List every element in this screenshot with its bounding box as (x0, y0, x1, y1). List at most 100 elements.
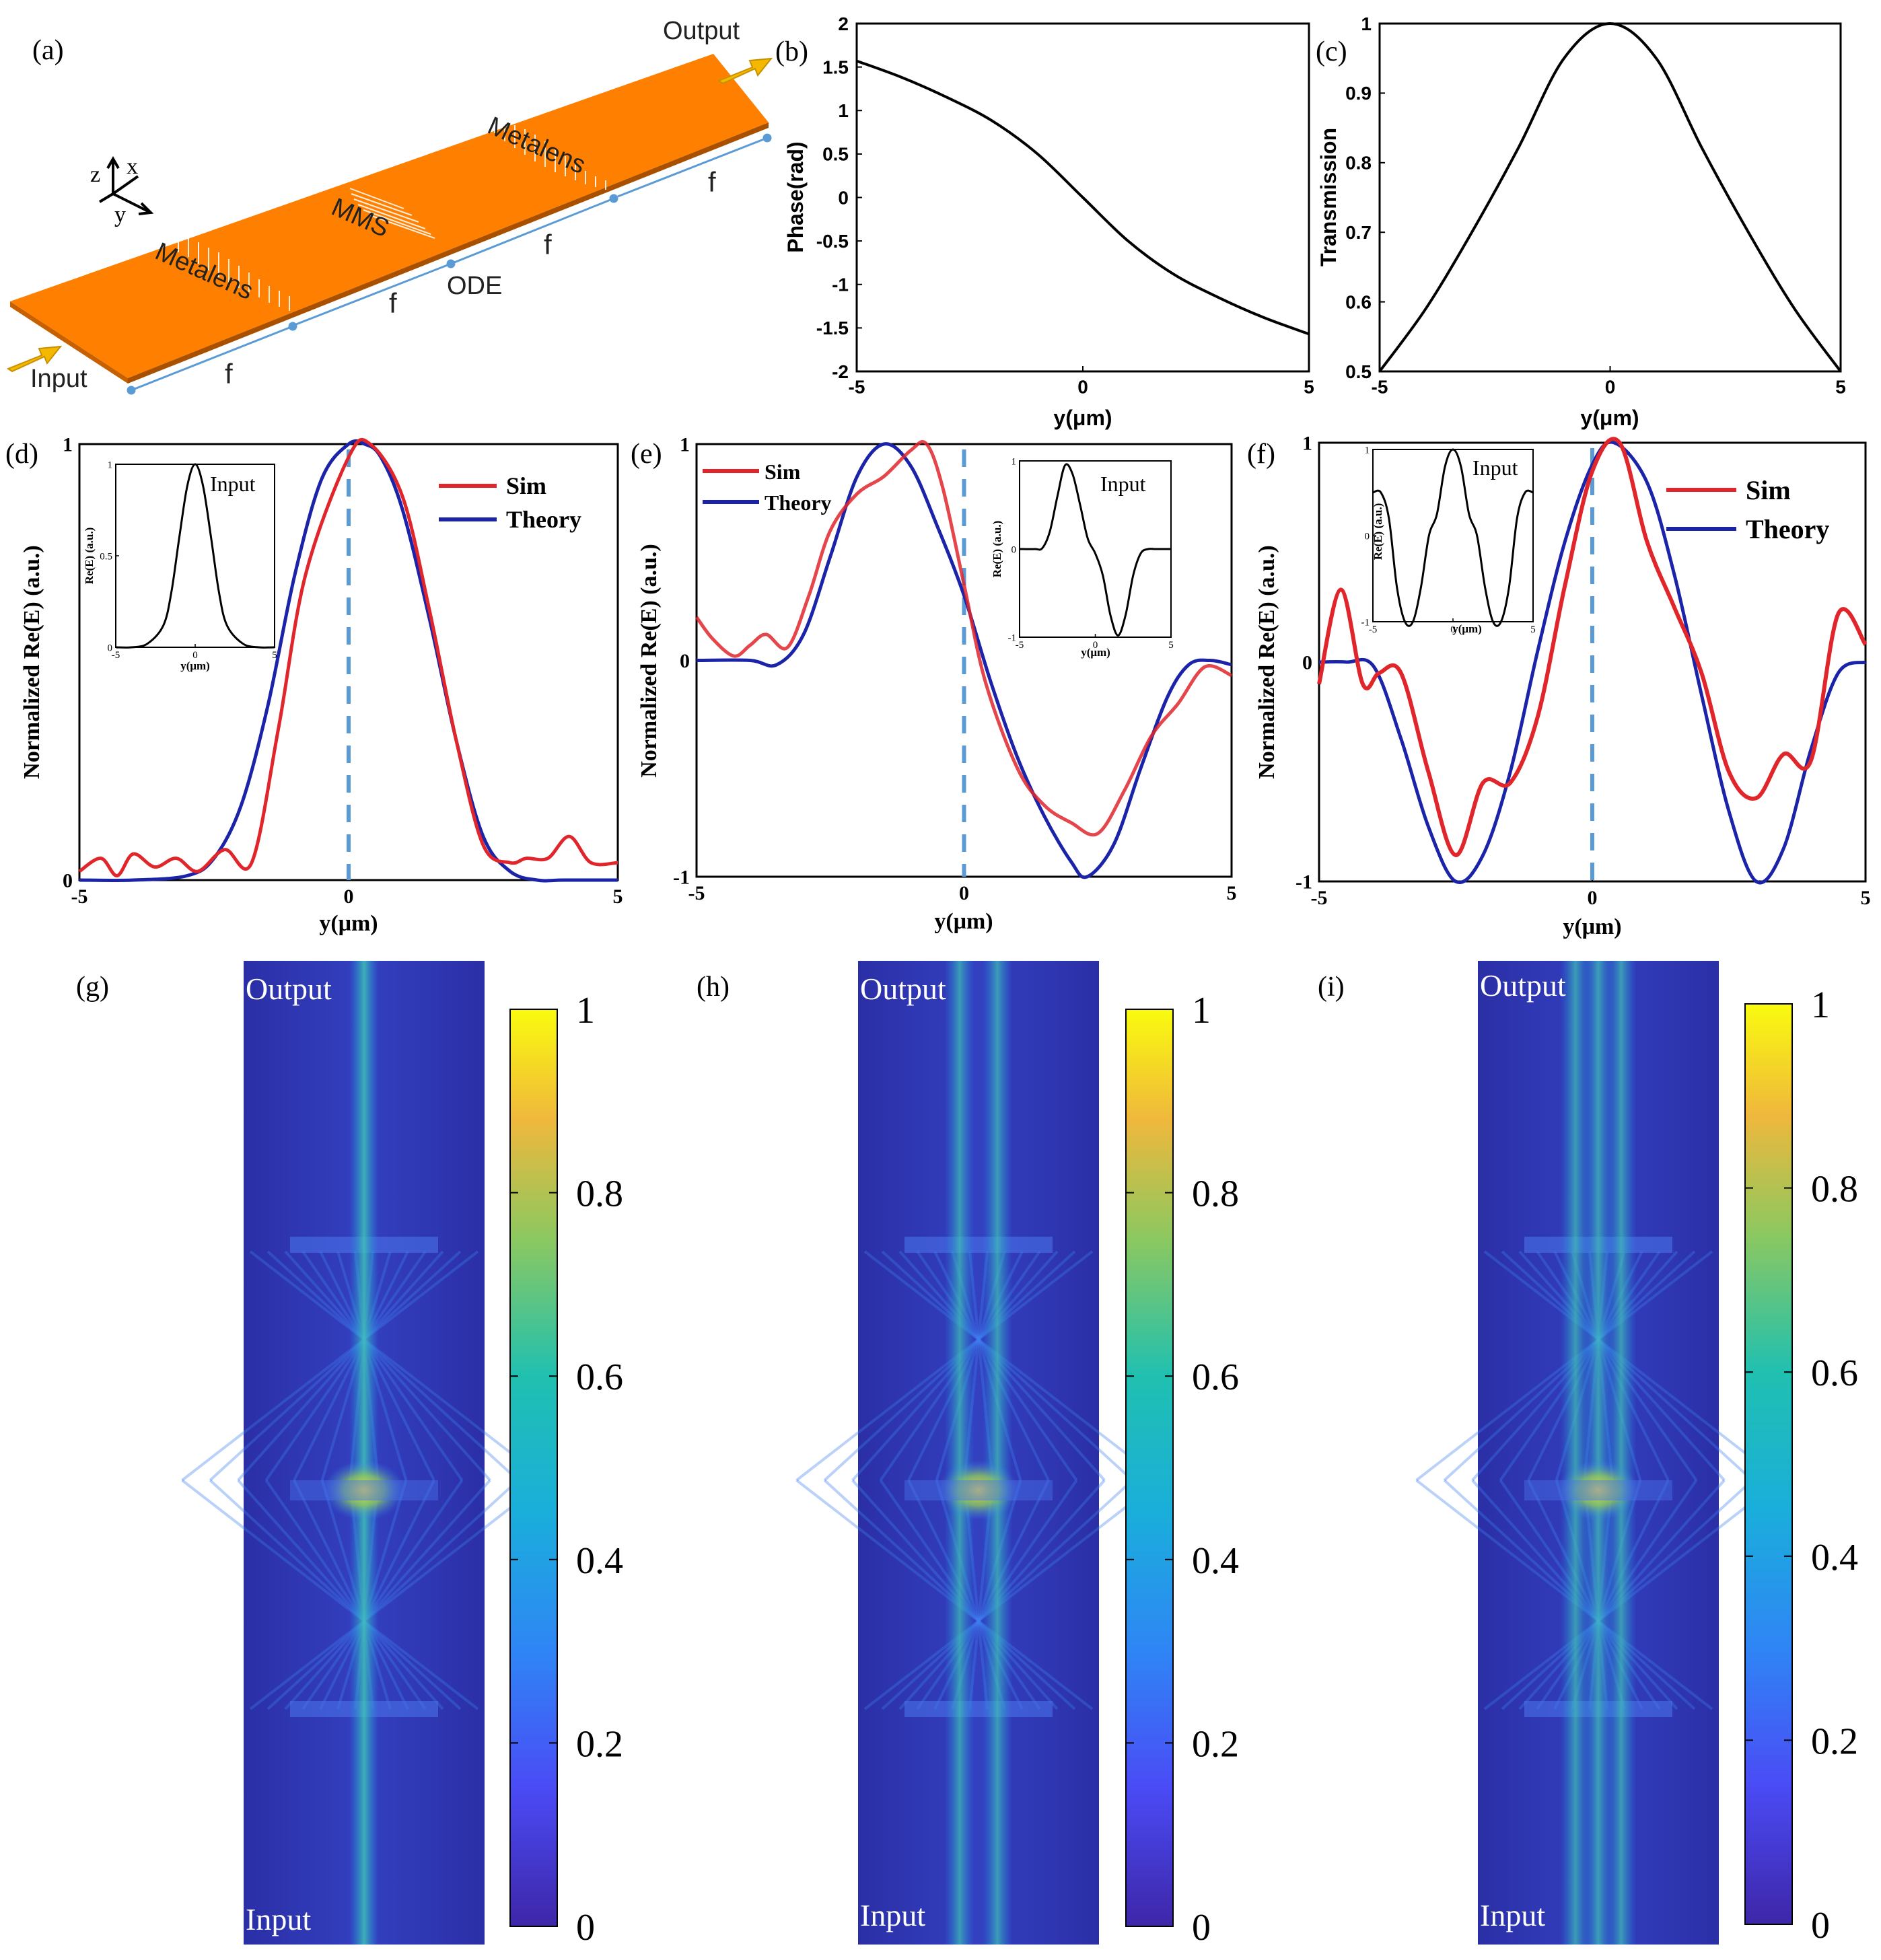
dimension-lines (127, 133, 772, 395)
chart-d-legend-sim: Sim (506, 472, 546, 499)
field-ray (249, 1479, 547, 1710)
chart-f: (f) 1 0 -1 -5 0 5 y(μm) Normalized Re(E) (a.… (1247, 433, 1871, 940)
chart-f-inset-x-tick-label: 0 (1450, 624, 1456, 635)
chart-f-legend-sim: Sim (1746, 475, 1791, 505)
chart-e-inset-y-ticks: 1 0 -1 (1008, 456, 1023, 643)
chart-c-y-tick-label: 1 (1361, 13, 1372, 34)
chart-d-inset-x-ticks: -5 0 5 (112, 644, 277, 661)
chart-e-panel-label: (e) (631, 439, 662, 470)
chart-e-inset-y-tick-label: 1 (1012, 456, 1017, 467)
chart-f-y-tick-label: 0 (1302, 652, 1312, 674)
chart-c-line (1378, 22, 1842, 373)
chart-d-y-ticks: 10 (63, 434, 86, 892)
chart-b-xlabel: y(μm) (1053, 406, 1112, 430)
chart-e-inset-x-tick-label: 0 (1093, 640, 1098, 651)
heatmap-h-field (858, 961, 1099, 1945)
chart-b-y-tick-label: 2 (838, 13, 849, 34)
chart-e-inset-x-tick-label: -5 (1016, 640, 1024, 651)
colorbar-tick-label: 0.4 (1811, 1537, 1858, 1578)
chart-f-inset-ylabel: Re(E) (a.u.) (1372, 503, 1384, 560)
chart-f-inset-y-tick-label: 0 (1365, 531, 1370, 542)
heatmap-h-beams (795, 961, 1162, 1945)
field-ray (795, 1250, 1094, 1482)
chart-f-inset-line (1372, 448, 1534, 627)
chart-d-inset-frame (115, 464, 275, 648)
chart-c-frame (1378, 22, 1842, 373)
chart-f-legend-theory: Theory (1746, 514, 1829, 544)
chart-f-inset-y-tick-label: 1 (1365, 445, 1370, 456)
mms-pattern (349, 188, 435, 239)
field-ray (249, 1250, 547, 1482)
field-beam (945, 961, 974, 1945)
chart-d-inset-y-tick-label: 1 (108, 460, 113, 470)
chart-c-y-ticks: 1 0.9 0.8 0.7 0.6 0.5 (1345, 13, 1385, 382)
chart-f-y-ticks: 1 0 -1 (1296, 433, 1326, 894)
heatmap-i-beams (1415, 961, 1781, 1945)
field-ray (284, 1250, 491, 1482)
field-ray (863, 1250, 1162, 1482)
heatmap-g-panel-label: (g) (76, 972, 109, 1003)
chart-c-ylabel: Transmission (1316, 128, 1341, 266)
chart-c-x-tick-label: 0 (1605, 376, 1616, 397)
chart-b-y-ticks: 2 1.5 1 0.5 0 -0.5 -1 -1.5 -2 (816, 13, 862, 382)
chart-f-x-ticks: -5 0 5 (1311, 875, 1871, 909)
field-hotspot (938, 1460, 1019, 1521)
chart-b-y-tick-label: 1.5 (822, 57, 849, 77)
chart-d-ylabel: Normalized Re(E) (a.u.) (20, 545, 44, 778)
chart-f-x-tick-label: -5 (1311, 887, 1328, 909)
chart-f-inset-xlabel: y(μm) (1452, 622, 1482, 635)
chart-d-inset-ylabel: Re(E) (a.u.) (83, 528, 96, 585)
heatmap-h-output-label: Output (860, 972, 946, 1006)
chart-b-x-tick-label: -5 (849, 376, 865, 397)
chart-e-inset-x-ticks: -5 0 5 (1016, 634, 1174, 651)
chart-d-inset-x-tick-label: -5 (112, 650, 120, 661)
chart-f-inset-y-tick-label: -1 (1361, 617, 1370, 628)
heatmap-g-colorbar (509, 1009, 558, 1927)
chart-c-y-tick-label: 0.7 (1345, 222, 1372, 243)
chart-d-y-tick-label: 1 (63, 434, 73, 456)
chart-e-inset-ylabel: Re(E) (a.u.) (991, 521, 1003, 578)
chart-e-inset-y-tick-label: 0 (1012, 544, 1017, 555)
chart-e-inset-line (1019, 463, 1171, 637)
chart-d-xlabel: y(μm) (319, 911, 378, 936)
metalens-1-pattern (178, 237, 290, 311)
axes-glyph-icon (98, 155, 154, 215)
chart-e-inset-label: Input (1100, 472, 1146, 496)
chart-d-inset-line (115, 463, 275, 649)
chart-c-y-tick-label: 0.6 (1345, 291, 1372, 312)
heatmap-i-output-label: Output (1480, 968, 1566, 1003)
chart-d-inset-xlabel: y(μm) (180, 659, 210, 672)
colorbar-tick-label: 0.8 (576, 1173, 623, 1215)
input-arrow (6, 345, 63, 373)
heatmap-i-colorbar (1744, 1003, 1793, 1925)
heatmap-i-colorbar-ticks: 1 0.8 0.6 0.4 0.2 0 (1745, 984, 1858, 1947)
chart-e-y-ticks: 1 0 -1 (673, 434, 703, 889)
chart-d-panel-label: (d) (5, 439, 38, 470)
chart-d-inset-x-tick-label: 5 (272, 650, 277, 661)
field-ray (237, 1250, 444, 1482)
colorbar-tick-label: 0.4 (576, 1540, 623, 1582)
heatmap-g-output-label: Output (246, 972, 332, 1006)
field-hotspot (324, 1460, 404, 1521)
chart-b-x-tick-label: 5 (1304, 376, 1314, 397)
colorbar-tick-label: 0 (576, 1907, 595, 1949)
metalens-2-pattern (494, 120, 606, 190)
heatmap-i-panel-label: (i) (1318, 972, 1345, 1003)
chart-f-y-tick-label: 1 (1302, 433, 1312, 455)
axis-y-label: y (114, 203, 126, 227)
colorbar-tick-label: 1 (576, 990, 595, 1031)
input-label: Input (30, 365, 87, 393)
colorbar-tick-label: 0.6 (1811, 1352, 1858, 1394)
field-ray (301, 1250, 464, 1482)
chart-b-y-tick-label: 0 (838, 187, 849, 208)
plate-edge (10, 301, 128, 384)
chart-f-legend: Sim Theory (1666, 475, 1829, 544)
heatmap-g-input-label: Input (246, 1902, 311, 1936)
chart-b-y-tick-label: -0.5 (816, 231, 849, 252)
chart-e-inset: 1 0 -1 -5 0 5 Input y(μm) Re(E) (a.u.) (991, 456, 1174, 659)
chart-d-inset: 10.50 -5 0 5 Input y(μm) Re(E) (a.u.) (83, 460, 277, 672)
field-ray (264, 1479, 427, 1710)
chart-e-theory-line (696, 442, 1232, 879)
chart-c-x-ticks: -5 0 5 (1372, 366, 1846, 397)
chart-b-y-tick-label: -1.5 (816, 318, 849, 338)
